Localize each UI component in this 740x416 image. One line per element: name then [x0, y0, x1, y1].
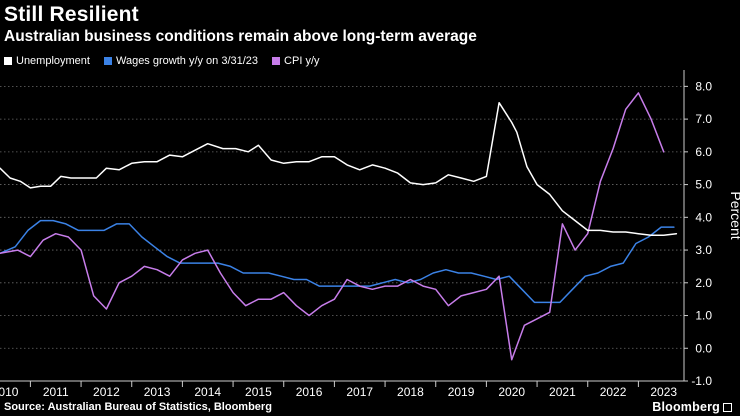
y-tick-label: 2.0 — [695, 276, 712, 290]
x-tick-label: 2019 — [448, 385, 475, 399]
y-axis: -1.0 0.0 1.0 2.0 3.0 4.0 5.0 6.0 7.0 8.0 — [684, 79, 712, 388]
x-tick-label: 2010 — [0, 385, 19, 399]
y-tick-label: 5.0 — [695, 178, 712, 192]
legend: Unemployment Wages growth y/y on 3/31/23… — [4, 55, 334, 67]
y-axis-label: Percent — [728, 191, 740, 239]
x-tick-label: 2016 — [296, 385, 323, 399]
x-tick-label: 2022 — [600, 385, 627, 399]
x-tick-label: 2011 — [43, 385, 69, 399]
legend-item-unemployment: Unemployment — [4, 55, 90, 67]
x-tick-label: 2021 — [549, 385, 576, 399]
x-tick-label: 2014 — [194, 385, 221, 399]
x-axis: 2010 2011 2012 2013 2014 2015 2016 2017 2018 2019… — [0, 381, 677, 399]
legend-item-cpi: CPI y/y — [272, 55, 320, 67]
y-tick-label: 6.0 — [695, 145, 712, 159]
legend-label-wages-growth: Wages growth y/y on 3/31/23 — [115, 55, 259, 67]
series-line-cpi — [0, 92, 665, 361]
x-tick-label: 2018 — [397, 385, 424, 399]
y-tick-label: 4.0 — [695, 210, 712, 224]
legend-item-wages-growth: Wages growth y/y on 3/31/23 — [103, 55, 259, 67]
x-tick-label: 2023 — [650, 385, 677, 399]
y-tick-label: 3.0 — [695, 243, 712, 257]
x-tick-label: 2015 — [245, 385, 272, 399]
legend-swatch-wages-growth — [103, 57, 112, 65]
y-tick-label: 1.0 — [695, 309, 712, 323]
series-line-wages-growth — [0, 219, 675, 304]
legend-swatch-unemployment — [4, 57, 12, 65]
legend-label-unemployment: Unemployment — [16, 55, 90, 67]
x-tick-label: 2012 — [93, 385, 120, 399]
legend-label-cpi: CPI y/y — [284, 55, 320, 67]
x-tick-label: 2017 — [346, 385, 373, 399]
y-tick-label: 7.0 — [695, 112, 712, 126]
y-tick-label: 8.0 — [695, 79, 712, 93]
series-line-unemployment — [0, 101, 678, 237]
y-tick-label: 0.0 — [695, 341, 712, 355]
legend-swatch-cpi — [272, 57, 281, 65]
source-note: Source: Australian Bureau of Statistics,… — [4, 401, 272, 413]
bloomberg-mark-icon — [723, 403, 732, 412]
chart-subtitle: Australian business conditions remain ab… — [4, 28, 477, 45]
bloomberg-logo: Bloomberg — [652, 400, 720, 414]
chart-title: Still Resilient — [4, 3, 139, 26]
y-tick-label: -1.0 — [691, 374, 712, 388]
x-tick-label: 2020 — [498, 385, 525, 399]
series-layer — [0, 92, 678, 361]
x-tick-label: 2013 — [144, 385, 171, 399]
gridlines — [0, 85, 684, 382]
